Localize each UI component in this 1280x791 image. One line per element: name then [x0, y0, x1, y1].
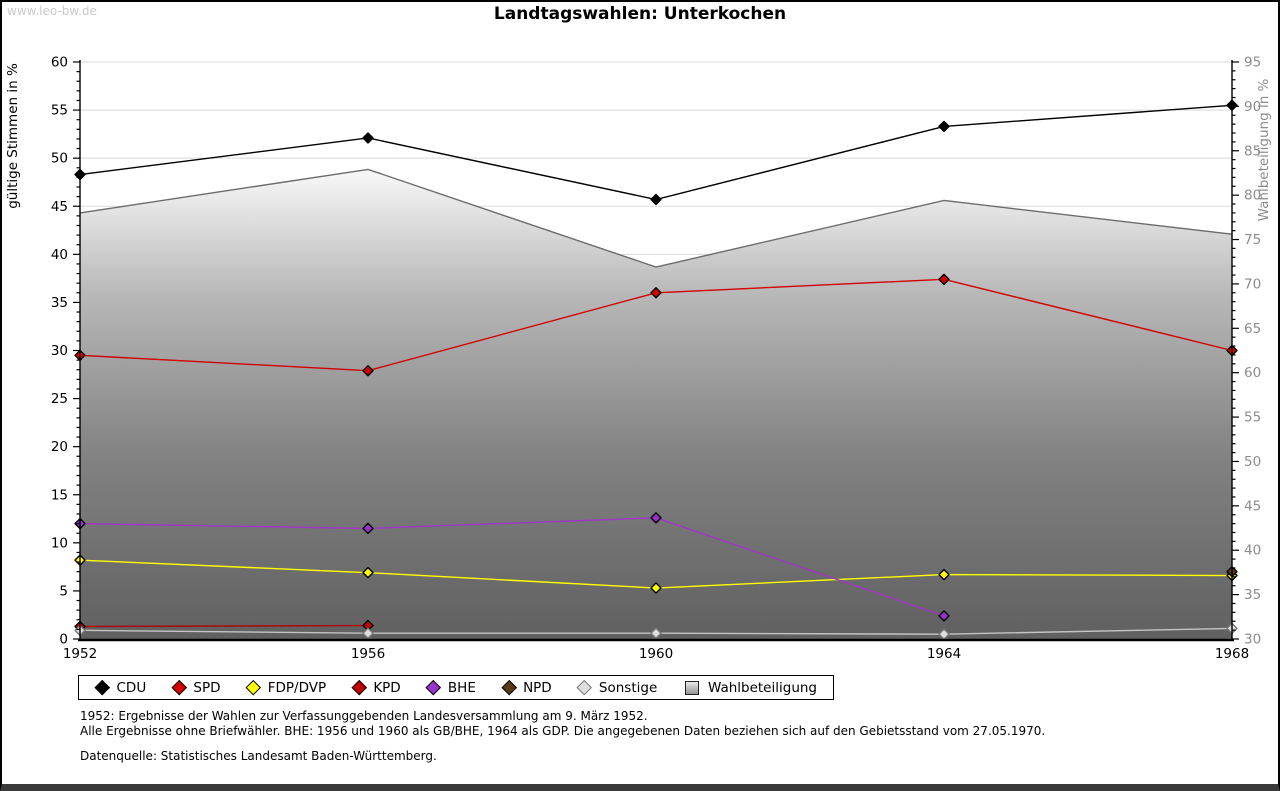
legend-diamond-icon: [501, 680, 517, 695]
legend-item-kpd: KPD: [351, 679, 401, 696]
data-point-sonstige-1956: [362, 627, 374, 639]
chart-title: Landtagswahlen: Unterkochen: [493, 4, 787, 24]
left-tick-label: 20: [51, 439, 68, 455]
right-tick-label: 50: [1244, 454, 1261, 470]
legend-label: NPD: [523, 679, 552, 696]
legend-item-cdu: CDU: [94, 679, 147, 696]
right-tick-label: 35: [1244, 587, 1261, 603]
turnout-area: [80, 169, 1232, 639]
data-point-spd-1956: [362, 364, 374, 377]
left-tick-label: 15: [51, 487, 68, 503]
x-tick-label-1964: 1964: [927, 646, 961, 662]
legend-item-npd: NPD: [501, 679, 552, 696]
data-point-cdu-1960: [650, 193, 662, 206]
left-tick-label: 35: [51, 295, 68, 311]
data-point-fdpdvp-1956: [362, 566, 374, 579]
footnotes: 1952: Ergebnisse der Wahlen zur Verfassu…: [80, 709, 1045, 738]
legend-item-wahlbeteiligung: Wahlbeteiligung: [683, 680, 817, 696]
data-point-bhe-1964: [938, 610, 950, 622]
legend-label: BHE: [447, 679, 476, 696]
left-tick-label: 40: [51, 247, 68, 263]
right-tick-label: 95: [1244, 55, 1261, 71]
data-point-sonstige-1960: [650, 627, 662, 639]
legend-diamond-icon: [246, 680, 261, 695]
election-line-chart: 0 5 10 15 20 25 30 35 40 45 50 55 60 30 35 40 45 50 55 60 65…: [5, 55, 1272, 663]
footnote-line-1: 1952: Ergebnisse der Wahlen zur Verfassu…: [80, 709, 648, 723]
legend-square-icon: [684, 680, 699, 695]
x-tick-label-1960: 1960: [639, 646, 673, 662]
legend-label: KPD: [373, 679, 401, 696]
left-tick-label: 45: [51, 199, 68, 215]
legend-diamond-icon: [351, 680, 367, 695]
data-point-cdu-1956: [362, 132, 374, 144]
right-tick-label: 55: [1244, 410, 1261, 426]
series-line-bhe: [79, 517, 945, 617]
legend-label: SPD: [193, 679, 221, 696]
legend-diamond-icon: [577, 680, 593, 695]
data-point-cdu-1964: [938, 120, 950, 133]
series-line-kpd: [79, 624, 369, 628]
watermark: www.leo-bw.de: [7, 4, 97, 18]
right-tick-label: 90: [1244, 99, 1261, 115]
data-point-bhe-1960: [650, 512, 662, 524]
right-tick-label: 75: [1244, 232, 1261, 248]
legend-item-bhe: BHE: [426, 679, 476, 696]
legend-diamond-icon: [94, 680, 110, 695]
left-tick-label: 10: [51, 535, 68, 551]
left-axis-title: gültige Stimmen in %: [5, 63, 21, 209]
legend-label: Wahlbeteiligung: [707, 679, 817, 696]
left-tick-label: 0: [59, 632, 68, 648]
legend-item-fdpdvp: FDP/DVP: [246, 680, 326, 696]
data-point-fdpdvp-1964: [938, 568, 950, 581]
left-tick-label: 60: [51, 55, 68, 71]
left-tick-label: 50: [51, 151, 68, 167]
datasource-note: Datenquelle: Statistisches Landesamt Bad…: [80, 749, 437, 763]
right-tick-label: 30: [1244, 632, 1261, 648]
x-tick-label-1952: 1952: [63, 646, 97, 662]
right-tick-label: 85: [1244, 143, 1261, 159]
legend-item-spd: SPD: [171, 679, 221, 696]
right-tick-label: 65: [1244, 321, 1261, 337]
legend-diamond-icon: [426, 680, 442, 695]
legend-item-sonstige: Sonstige: [577, 680, 657, 696]
right-tick-label: 45: [1244, 498, 1261, 514]
x-tick-label-1968: 1968: [1215, 646, 1249, 662]
left-tick-label: 30: [51, 343, 68, 359]
right-tick-label: 80: [1244, 188, 1261, 204]
turnout-line: [79, 168, 1233, 268]
series-line-cdu: [79, 104, 1233, 201]
chart-legend: CDU SPD FDP/DVP KPD BHE NPD Sonstige Wahlbeteil…: [78, 675, 834, 700]
data-point-fdpdvp-1960: [650, 582, 662, 594]
footnote-line-2: Alle Ergebnisse ohne Briefwähler. BHE: 1…: [80, 723, 1046, 738]
legend-label: Sonstige: [598, 679, 658, 696]
data-point-bhe-1956: [362, 522, 374, 535]
legend-label: CDU: [116, 679, 147, 696]
left-tick-label: 55: [51, 103, 68, 119]
right-axis-title: Wahlbeteiligung in %: [1256, 78, 1272, 221]
right-tick-label: 70: [1244, 276, 1261, 292]
data-point-spd-1960: [650, 287, 662, 299]
right-tick-label: 40: [1244, 543, 1261, 559]
x-tick-label-1956: 1956: [351, 646, 385, 662]
legend-diamond-icon: [171, 680, 187, 695]
left-tick-label: 25: [51, 391, 68, 407]
data-point-spd-1964: [938, 273, 950, 286]
legend-label: FDP/DVP: [267, 679, 327, 696]
left-tick-label: 5: [59, 583, 68, 599]
right-tick-label: 60: [1244, 365, 1261, 381]
